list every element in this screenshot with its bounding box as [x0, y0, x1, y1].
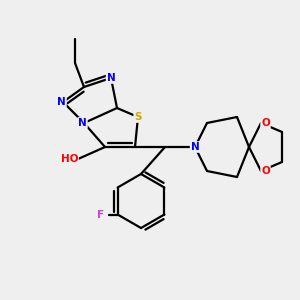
Text: O: O	[261, 118, 270, 128]
Text: HO: HO	[61, 154, 78, 164]
Text: N: N	[106, 73, 116, 83]
Text: F: F	[97, 209, 104, 220]
Text: S: S	[134, 112, 142, 122]
Text: O: O	[261, 166, 270, 176]
Text: N: N	[190, 142, 200, 152]
Text: N: N	[78, 118, 87, 128]
Text: N: N	[57, 97, 66, 107]
